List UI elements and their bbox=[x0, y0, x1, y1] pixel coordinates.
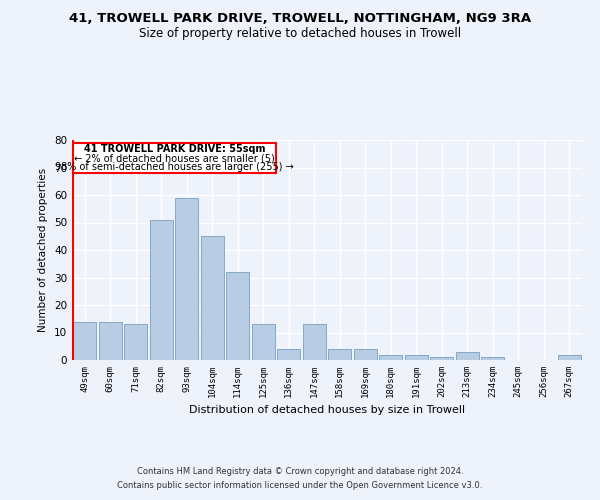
X-axis label: Distribution of detached houses by size in Trowell: Distribution of detached houses by size … bbox=[189, 406, 465, 415]
Bar bbox=[150, 220, 173, 360]
Bar bbox=[328, 349, 351, 360]
Text: Contains HM Land Registry data © Crown copyright and database right 2024.: Contains HM Land Registry data © Crown c… bbox=[137, 467, 463, 476]
Y-axis label: Number of detached properties: Number of detached properties bbox=[38, 168, 49, 332]
Text: 41, TROWELL PARK DRIVE, TROWELL, NOTTINGHAM, NG9 3RA: 41, TROWELL PARK DRIVE, TROWELL, NOTTING… bbox=[69, 12, 531, 26]
Text: 98% of semi-detached houses are larger (255) →: 98% of semi-detached houses are larger (… bbox=[55, 162, 294, 172]
Bar bbox=[303, 324, 326, 360]
Bar bbox=[124, 324, 147, 360]
Bar bbox=[73, 322, 96, 360]
Bar bbox=[379, 354, 402, 360]
Bar bbox=[252, 324, 275, 360]
Bar bbox=[456, 352, 479, 360]
Bar bbox=[226, 272, 249, 360]
Bar bbox=[175, 198, 198, 360]
Bar bbox=[201, 236, 224, 360]
Text: Contains public sector information licensed under the Open Government Licence v3: Contains public sector information licen… bbox=[118, 481, 482, 490]
Text: Size of property relative to detached houses in Trowell: Size of property relative to detached ho… bbox=[139, 28, 461, 40]
Bar bbox=[354, 349, 377, 360]
Bar bbox=[405, 354, 428, 360]
Bar bbox=[430, 357, 453, 360]
Text: 41 TROWELL PARK DRIVE: 55sqm: 41 TROWELL PARK DRIVE: 55sqm bbox=[84, 144, 265, 154]
Bar bbox=[277, 349, 300, 360]
Bar bbox=[558, 354, 581, 360]
FancyBboxPatch shape bbox=[73, 143, 276, 173]
Bar bbox=[99, 322, 122, 360]
Bar bbox=[481, 357, 504, 360]
Text: ← 2% of detached houses are smaller (5): ← 2% of detached houses are smaller (5) bbox=[74, 153, 275, 163]
